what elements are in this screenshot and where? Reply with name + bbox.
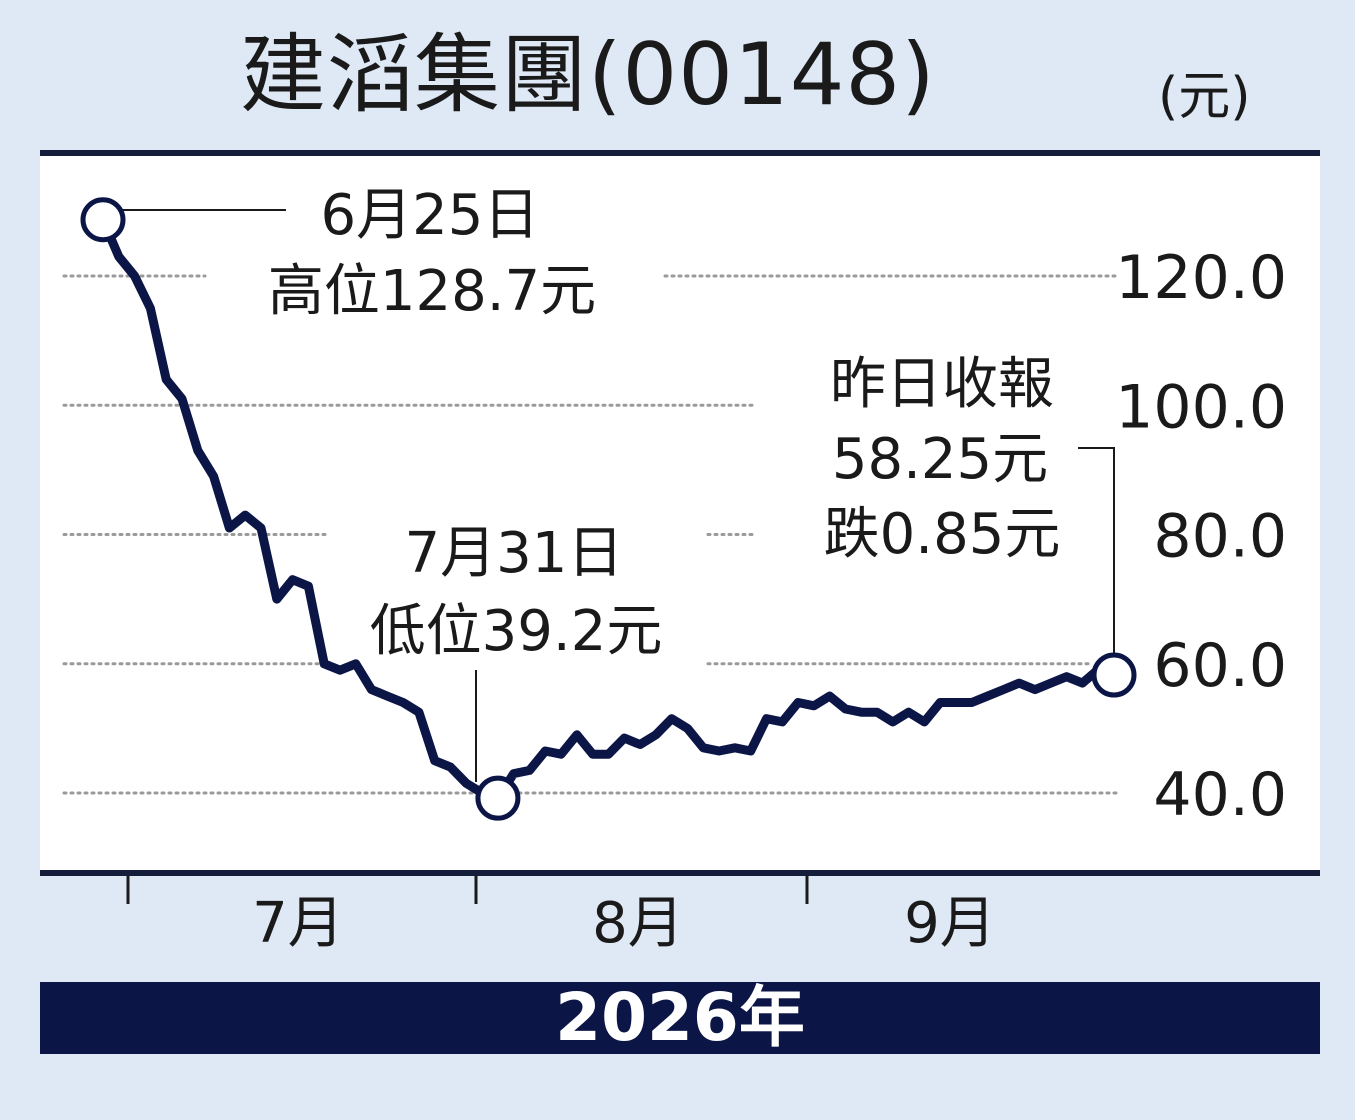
unit-label: (元) [1158, 67, 1251, 127]
plot-area [40, 150, 1320, 876]
y-tick-label: 120.0 [1115, 243, 1287, 313]
close-leader-line [1078, 447, 1115, 660]
x-axis-ticks: 7月 8月 9月 [126, 876, 996, 956]
close-caption: 昨日收報 [830, 352, 1054, 417]
price-line [98, 215, 1119, 803]
chart-title: 建滔集團(00148) [240, 25, 936, 125]
low-value-label: 低位39.2元 [370, 599, 663, 664]
y-tick-label: 60.0 [1153, 631, 1287, 701]
y-tick-label: 100.0 [1115, 372, 1287, 442]
high-date-label: 6月25日 [321, 183, 540, 248]
y-tick-label: 40.0 [1153, 760, 1287, 830]
y-tick-label: 80.0 [1153, 502, 1287, 572]
close-change: 跌0.85元 [824, 502, 1061, 567]
high-point-marker [80, 197, 126, 243]
close-price: 58.25元 [832, 427, 1048, 492]
high-value-label: 高位128.7元 [268, 259, 596, 324]
price-series [98, 215, 1119, 803]
low-date-label: 7月31日 [405, 521, 624, 586]
low-point-marker [475, 775, 521, 821]
year-bar: 2026年 [40, 982, 1320, 1054]
point-markers [80, 197, 1137, 821]
close-point-marker [1091, 652, 1137, 698]
y-axis-ticks: 120.0 100.0 80.0 60.0 40.0 [1115, 243, 1287, 830]
x-tick-label: 7月 [252, 891, 344, 956]
x-tick-label: 9月 [904, 891, 996, 956]
x-tick-label: 8月 [592, 891, 684, 956]
